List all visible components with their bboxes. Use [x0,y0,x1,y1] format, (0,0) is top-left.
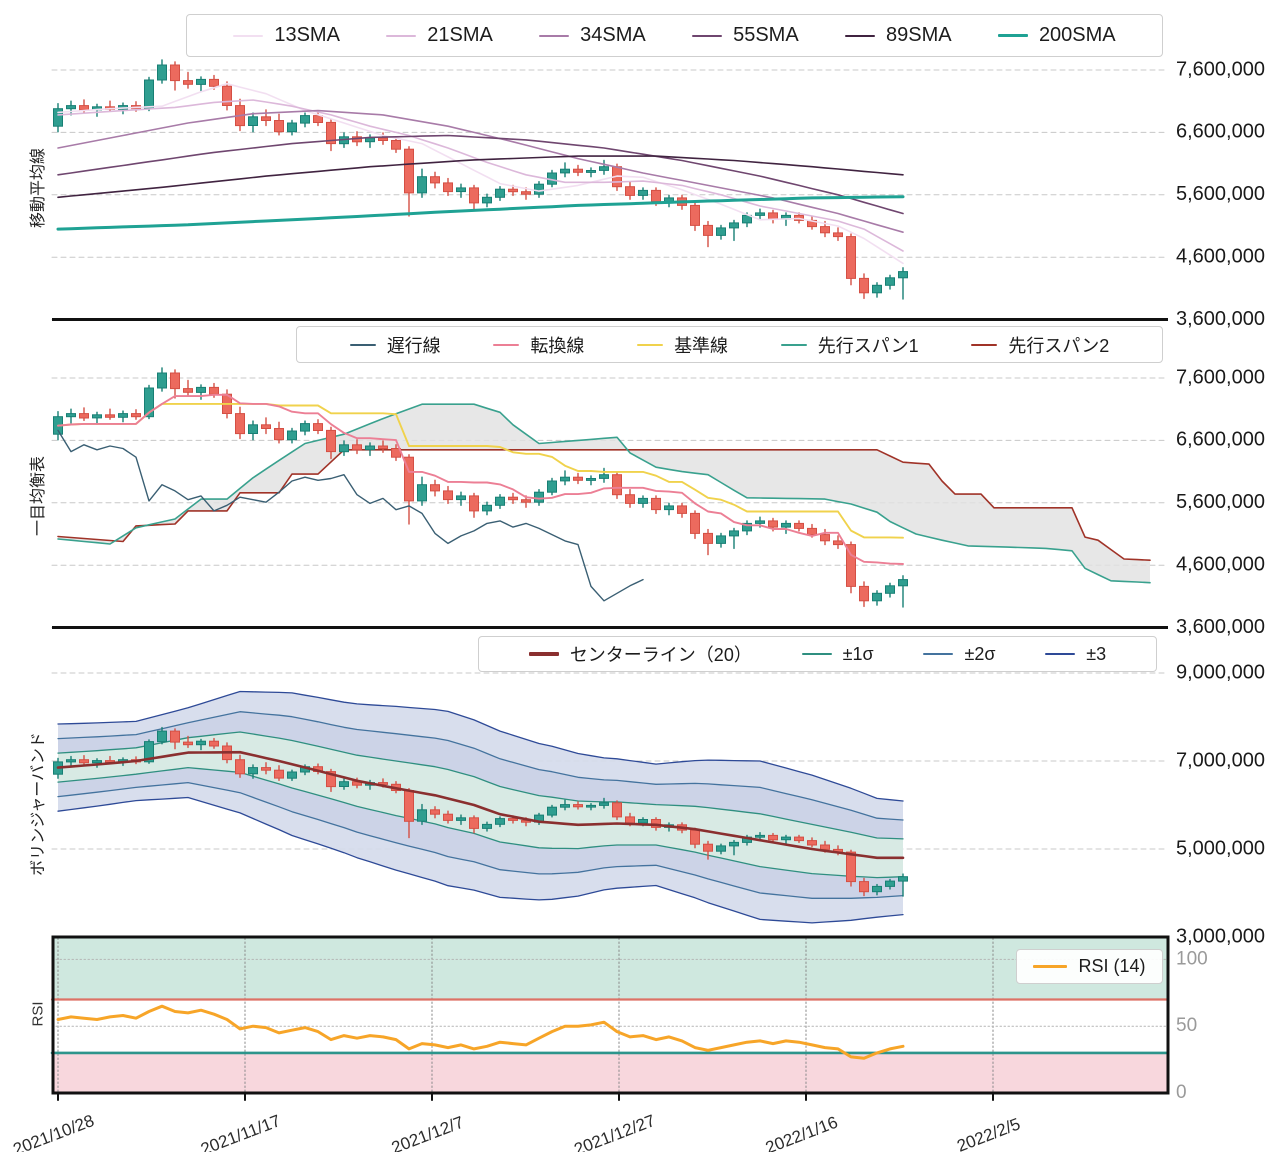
legend-label: 遅行線 [386,335,441,356]
legend-swatch-icon [1045,653,1076,655]
legend-label: ±1σ [842,643,874,664]
svg-text:7,600,000: 7,600,000 [1176,366,1265,388]
legend-label: 転換線 [530,335,585,356]
svg-text:5,600,000: 5,600,000 [1176,491,1265,513]
legend-label: ±3 [1086,643,1107,664]
legend-label: 基準線 [674,335,729,356]
legend-item-転換線[interactable]: 転換線 [493,332,584,358]
legend-label: ±2σ [964,643,996,664]
svg-text:2021/12/7: 2021/12/7 [389,1113,466,1152]
rsi-legend: RSI (14) [1016,949,1163,984]
svg-text:5,000,000: 5,000,000 [1176,837,1265,859]
legend-item-13SMA[interactable]: 13SMA [233,24,340,47]
sma-legend: 13SMA 21SMA 34SMA 55SMA 89SMA 200SMA [186,14,1163,57]
legend-swatch-icon [528,652,559,656]
legend-swatch-icon [386,34,417,37]
rsi-panel-ytitle: RSI [29,1001,47,1027]
legend-item-RSI (14)[interactable]: RSI (14) [1033,956,1146,977]
legend-label: 13SMA [274,24,340,46]
legend-swatch-icon [637,343,664,346]
svg-text:7,000,000: 7,000,000 [1176,749,1265,771]
svg-text:2022/1/16: 2022/1/16 [763,1113,840,1152]
bollinger-legend: センターライン（20） ±1σ ±2σ ±3 [478,636,1157,672]
legend-swatch-icon [845,34,876,37]
legend-label: 55SMA [733,24,799,46]
svg-text:5,600,000: 5,600,000 [1176,183,1265,205]
legend-item-±1σ[interactable]: ±1σ [801,643,874,665]
svg-text:2022/2/5: 2022/2/5 [954,1114,1023,1152]
legend-label: 先行スパン1 [817,335,919,356]
svg-text:50: 50 [1176,1015,1197,1036]
legend-swatch-icon [539,34,570,37]
legend-swatch-icon [493,343,520,346]
legend-item-遅行線[interactable]: 遅行線 [349,332,441,358]
svg-text:2021/12/27: 2021/12/27 [572,1111,658,1152]
legend-item-基準線[interactable]: 基準線 [637,332,728,358]
legend-item-200SMA[interactable]: 200SMA [997,24,1116,47]
legend-swatch-icon [233,34,264,37]
legend-label: 21SMA [427,24,493,46]
ichimoku-legend: 遅行線 転換線 基準線 先行スパン1 先行スパン2 [296,326,1163,363]
svg-text:2021/11/17: 2021/11/17 [198,1111,283,1152]
legend-label: RSI (14) [1078,956,1146,976]
svg-text:3,600,000: 3,600,000 [1176,308,1265,330]
legend-label: 89SMA [886,24,952,46]
svg-text:3,000,000: 3,000,000 [1176,925,1265,947]
svg-text:100: 100 [1176,948,1208,969]
svg-text:6,600,000: 6,600,000 [1176,121,1265,143]
svg-text:9,000,000: 9,000,000 [1176,661,1265,683]
svg-text:7,600,000: 7,600,000 [1176,58,1265,80]
legend-item-21SMA[interactable]: 21SMA [386,24,493,47]
legend-item-±3[interactable]: ±3 [1045,644,1106,665]
legend-item-センターライン（20）[interactable]: センターライン（20） [528,641,752,667]
legend-swatch-icon [923,653,954,655]
legend-item-89SMA[interactable]: 89SMA [845,24,952,47]
ichimoku-panel-ytitle: 一目均衡表 [30,455,47,537]
sma-panel-ytitle: 移動平均線 [30,147,47,229]
legend-item-先行スパン2[interactable]: 先行スパン2 [971,332,1109,358]
legend-label: 先行スパン2 [1008,335,1110,356]
legend-label: センターライン（20） [569,645,752,665]
svg-text:3,600,000: 3,600,000 [1176,616,1265,638]
svg-text:6,600,000: 6,600,000 [1176,429,1265,451]
legend-swatch-icon [780,343,807,346]
bollinger-panel-ytitle: ボリンジャーバンド [30,732,47,876]
legend-item-先行スパン1[interactable]: 先行スパン1 [780,332,919,358]
legend-item-55SMA[interactable]: 55SMA [692,24,799,47]
svg-text:2021/10/28: 2021/10/28 [11,1111,97,1152]
legend-label: 34SMA [580,24,646,46]
legend-swatch-icon [997,33,1028,38]
legend-swatch-icon [349,343,376,346]
svg-text:0: 0 [1176,1082,1187,1103]
svg-text:4,600,000: 4,600,000 [1176,245,1265,267]
legend-swatch-icon [692,34,723,37]
legend-swatch-icon [1033,964,1068,969]
legend-swatch-icon [971,343,998,346]
legend-swatch-icon [801,653,832,655]
svg-text:4,600,000: 4,600,000 [1176,553,1265,575]
legend-item-±2σ[interactable]: ±2σ [923,644,995,665]
legend-item-34SMA[interactable]: 34SMA [539,24,646,47]
legend-label: 200SMA [1038,24,1116,46]
